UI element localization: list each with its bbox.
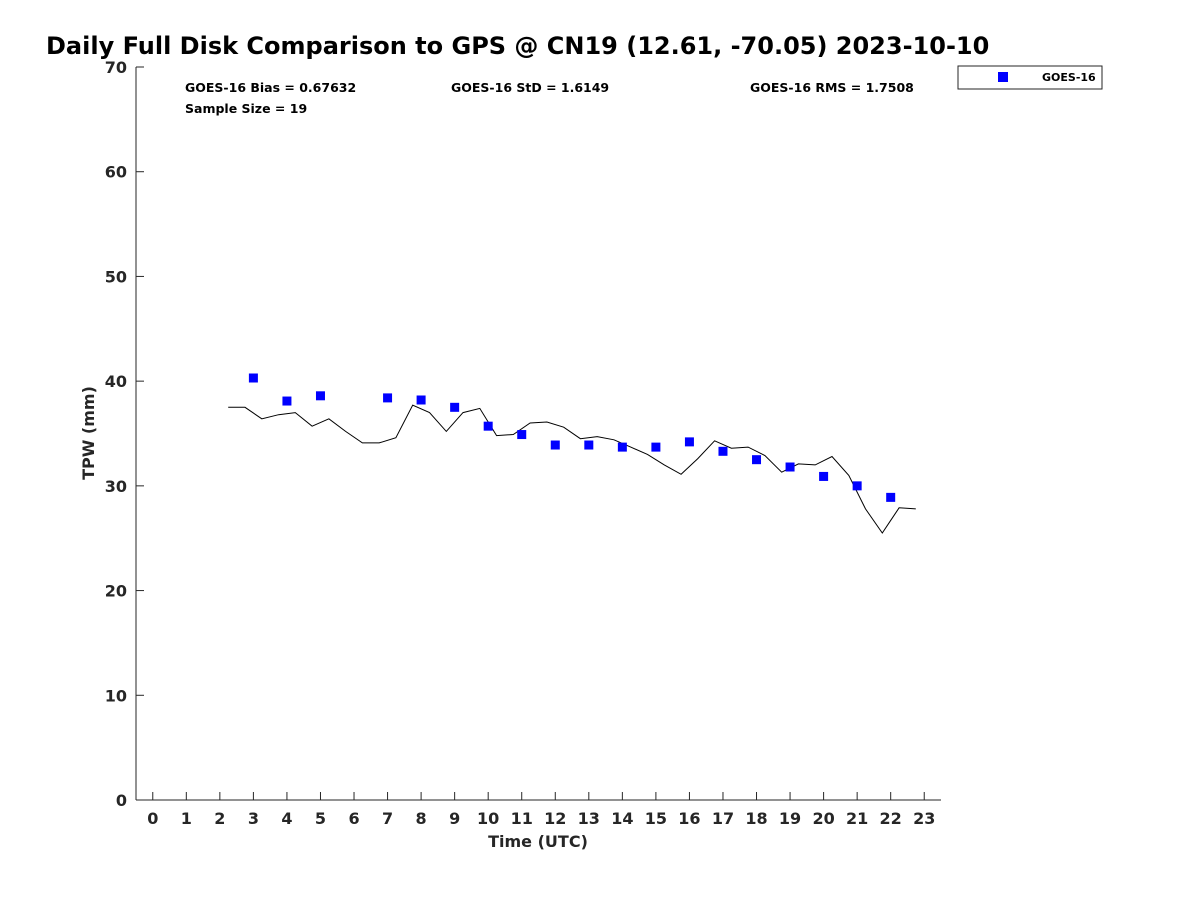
goes16-point: [315, 391, 325, 401]
legend-marker-goes16: [998, 72, 1008, 82]
x-tick-label: 13: [578, 809, 600, 828]
goes16-point: [282, 396, 292, 406]
goes16-point: [852, 481, 862, 491]
goes16-point: [886, 492, 896, 502]
x-tick-label: 20: [812, 809, 834, 828]
x-tick-label: 15: [645, 809, 667, 828]
goes16-point: [718, 446, 728, 456]
y-tick-label: 20: [105, 582, 127, 601]
x-tick-label: 14: [611, 809, 633, 828]
y-tick-label: 40: [105, 372, 127, 391]
x-tick-label: 22: [880, 809, 902, 828]
goes16-scatter-series: [248, 373, 896, 502]
x-tick-label: 17: [712, 809, 734, 828]
x-tick-label: 12: [544, 809, 566, 828]
y-tick-label: 30: [105, 477, 127, 496]
x-tick-label: 9: [449, 809, 460, 828]
chart-title: Daily Full Disk Comparison to GPS @ CN19…: [46, 32, 989, 60]
x-tick-label: 5: [315, 809, 326, 828]
x-tick-label: 21: [846, 809, 868, 828]
x-tick-label: 18: [745, 809, 767, 828]
goes16-point: [416, 395, 426, 405]
x-tick-label: 3: [248, 809, 259, 828]
plot-axes: [135, 67, 941, 801]
y-tick-label: 0: [116, 791, 127, 810]
x-axis-ticks: 0 1 2 3 4 5 6 7 8 9 10 11 12 13 14 15 16 17 18 19 20 21 22 23: [147, 792, 935, 828]
std-stat: GOES-16 StD = 1.6149: [451, 80, 609, 95]
y-tick-label: 70: [105, 58, 127, 77]
x-tick-label: 4: [281, 809, 292, 828]
goes16-point: [584, 440, 594, 450]
x-tick-label: 19: [779, 809, 801, 828]
x-tick-label: 23: [913, 809, 935, 828]
bias-stat: GOES-16 Bias = 0.67632: [185, 80, 356, 95]
x-tick-label: 8: [416, 809, 427, 828]
goes16-point: [450, 402, 460, 412]
x-tick-label: 16: [678, 809, 700, 828]
legend: GOES-16: [957, 65, 1103, 90]
x-tick-label: 7: [382, 809, 393, 828]
legend-label-goes16: GOES-16: [1042, 71, 1096, 84]
x-axis-label: Time (UTC): [488, 832, 588, 851]
y-tick-label: 60: [105, 163, 127, 182]
goes16-point: [651, 442, 661, 452]
goes16-point: [785, 462, 795, 472]
x-tick-label: 0: [147, 809, 158, 828]
goes16-point: [383, 393, 393, 403]
x-tick-label: 1: [181, 809, 192, 828]
goes16-point: [752, 455, 762, 465]
goes16-point: [684, 437, 694, 447]
goes16-point: [617, 442, 627, 452]
goes16-point: [483, 421, 493, 431]
goes16-point: [517, 430, 527, 440]
rms-stat: GOES-16 RMS = 1.7508: [750, 80, 914, 95]
goes16-point: [550, 440, 560, 450]
goes16-point: [248, 373, 258, 383]
y-axis-label: TPW (mm): [79, 386, 98, 480]
x-tick-label: 10: [477, 809, 499, 828]
gps-line-series: [228, 404, 916, 534]
sample-size-stat: Sample Size = 19: [185, 101, 307, 116]
legend-box: [957, 65, 1103, 90]
y-axis-ticks: 0 10 20 30 40 50 60 70: [105, 58, 144, 810]
gps-line: [228, 404, 916, 534]
y-tick-label: 10: [105, 686, 127, 705]
x-tick-label: 2: [214, 809, 225, 828]
x-tick-label: 6: [348, 809, 359, 828]
goes16-point: [819, 471, 829, 481]
x-tick-label: 11: [511, 809, 533, 828]
y-tick-label: 50: [105, 267, 127, 286]
